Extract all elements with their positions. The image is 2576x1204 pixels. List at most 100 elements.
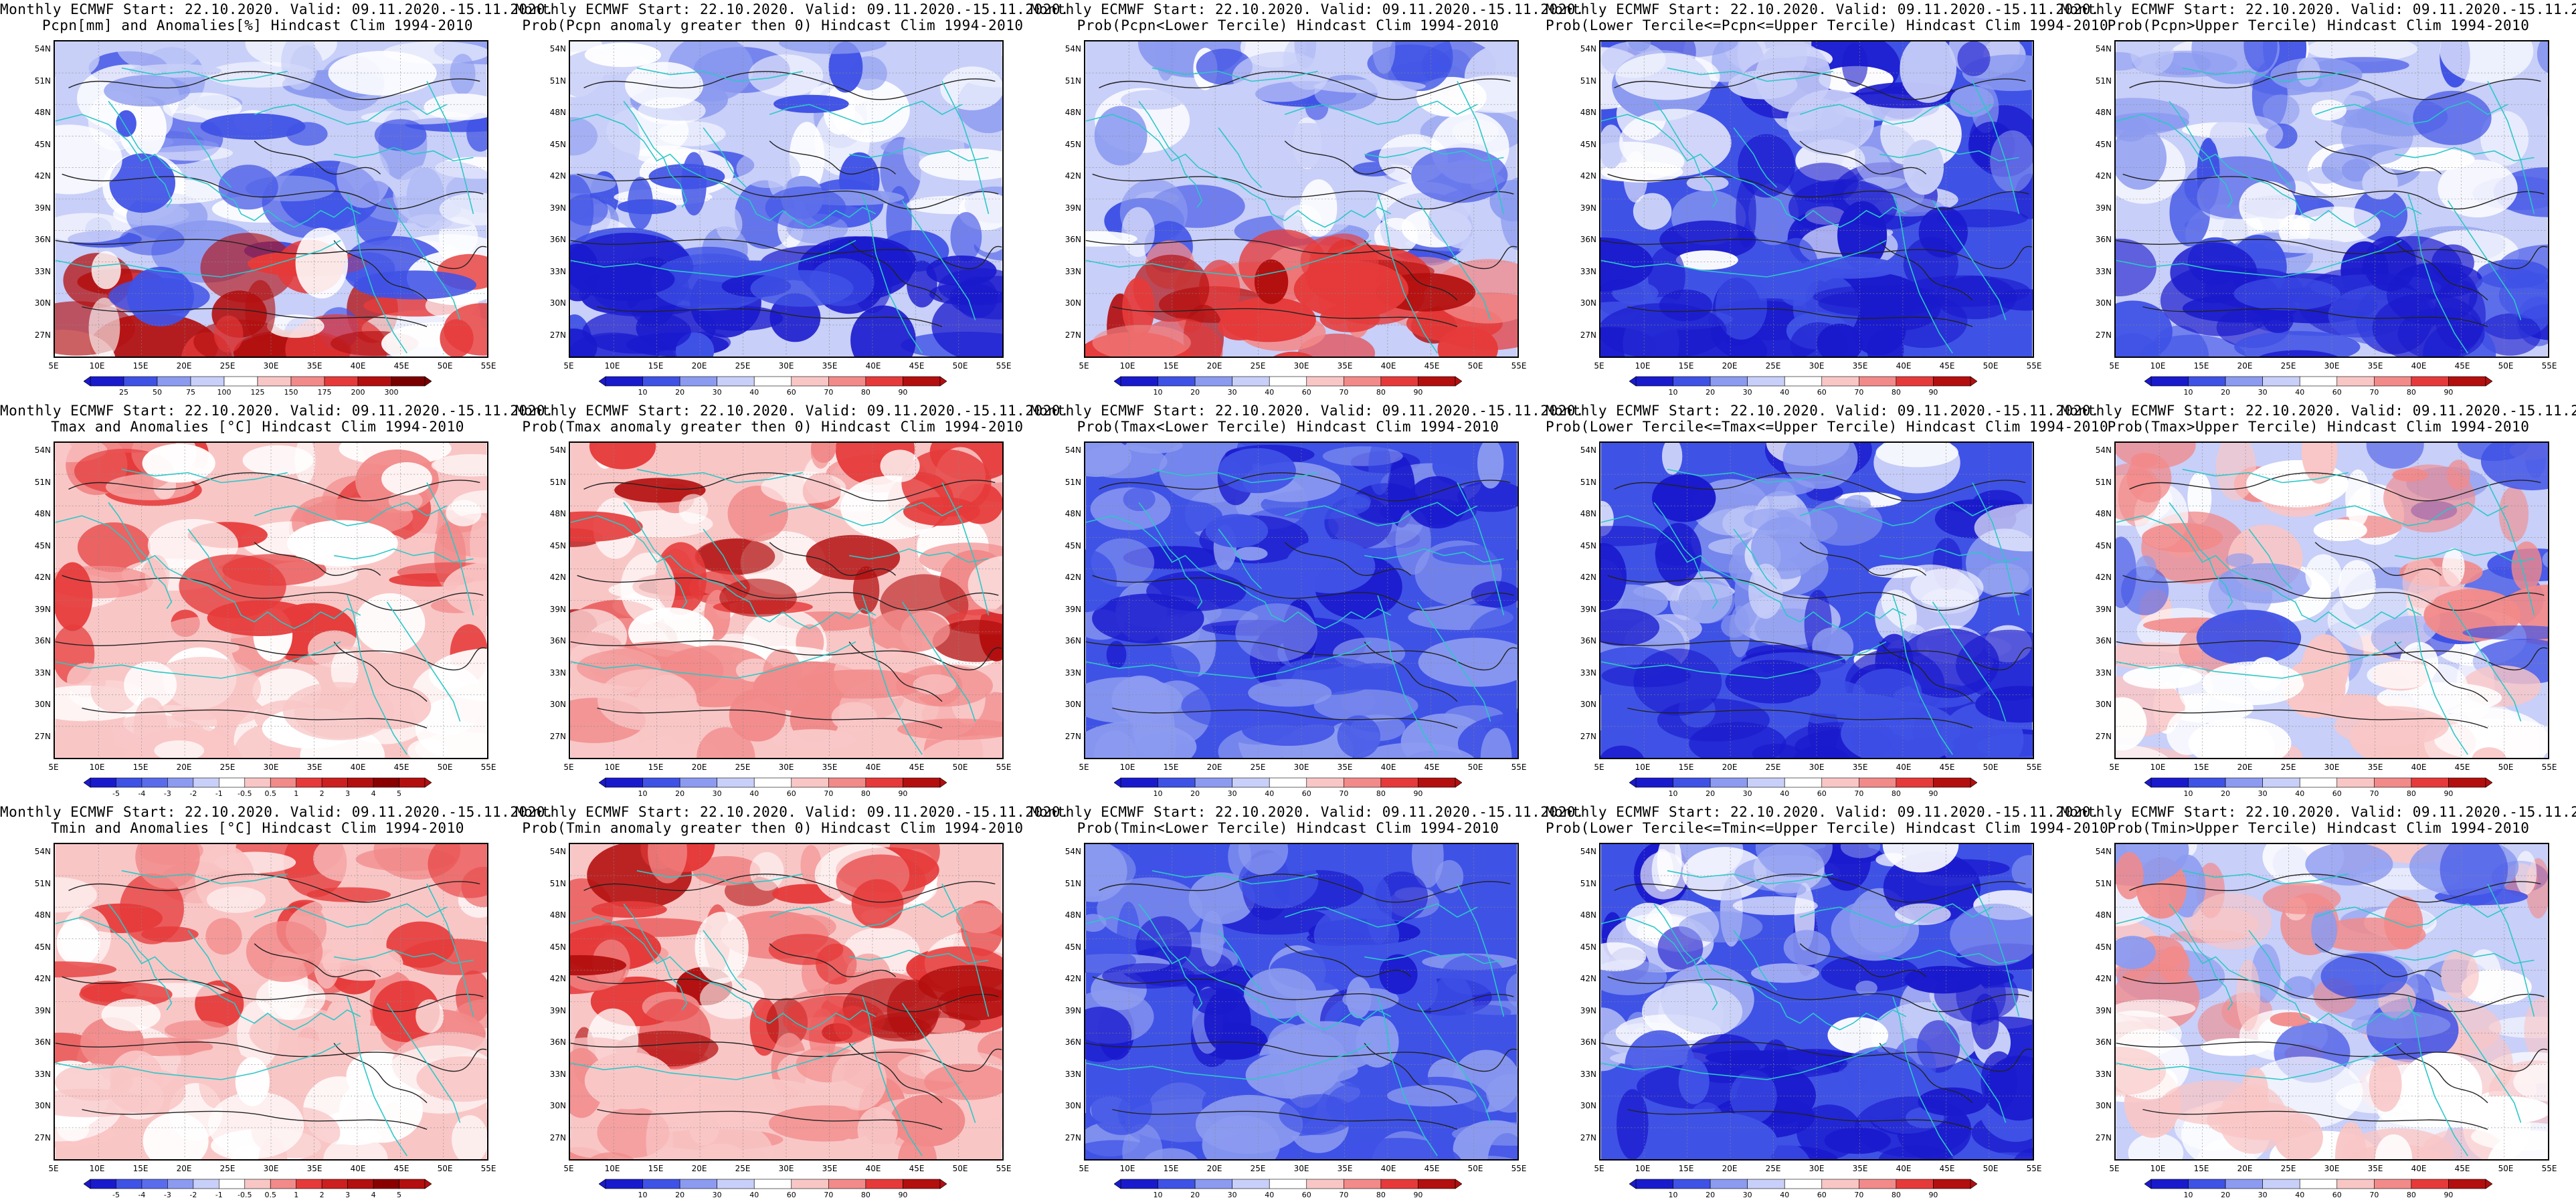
lat-tick-label: 39N — [2095, 1005, 2112, 1015]
field-blob — [1678, 911, 1763, 942]
field-blob — [940, 66, 1002, 110]
contour-line — [1112, 1108, 1458, 1130]
contour-line — [2129, 472, 2541, 502]
field-blob — [628, 177, 653, 230]
lat-tick-label: 39N — [34, 604, 51, 614]
colorbar-swatch — [865, 376, 903, 387]
lon-tick-label: 50E — [1983, 361, 1999, 371]
contour-line — [583, 874, 996, 903]
colorbar-tick-label: 80 — [1891, 789, 1901, 798]
field-blob — [890, 1094, 965, 1147]
lon-tick-label: 20E — [1206, 1164, 1222, 1173]
field-blob — [787, 914, 836, 939]
colorbar-tick-label: 80 — [1891, 388, 1901, 397]
lon-tick-label: 30E — [1293, 763, 1309, 772]
contour-line — [1799, 140, 1927, 175]
coastline — [2116, 641, 2402, 679]
contour-line — [2314, 140, 2442, 175]
field-blob — [116, 110, 136, 137]
colorbar-tick-label: 40 — [749, 789, 759, 798]
field-blob — [2243, 41, 2278, 72]
coastline — [2487, 482, 2535, 616]
field-blob — [2116, 1046, 2167, 1096]
colorbar-tick-label: -4 — [138, 1191, 146, 1199]
field-blob — [77, 522, 151, 573]
contour-line — [1879, 1043, 1973, 1104]
lon-tick-label: 5E — [2109, 1164, 2120, 1173]
field-blob — [1374, 217, 1418, 254]
field-blob — [470, 514, 487, 575]
lon-tick-label: 45E — [1939, 1164, 1955, 1173]
panel-title: Monthly ECMWF Start: 22.10.2020. Valid: … — [2061, 804, 2576, 836]
lat-tick-label: 51N — [2095, 477, 2112, 487]
field-blob — [2187, 472, 2212, 524]
field-blob — [2537, 41, 2548, 74]
panel-title-line1: Monthly ECMWF Start: 22.10.2020. Valid: … — [0, 804, 555, 820]
lon-tick-label: 30E — [2324, 1164, 2340, 1173]
contour-line — [2314, 542, 2442, 577]
lon-tick-label: 30E — [1809, 361, 1825, 371]
coastline — [254, 502, 448, 526]
field-blob — [1411, 147, 1508, 203]
panel-title-line2: Prob(Lower Tercile<=Tmin<=Upper Tercile)… — [1546, 820, 2109, 836]
field-blob — [749, 851, 784, 891]
lat-tick-label: 42N — [1065, 171, 1081, 181]
contour-line — [1799, 542, 1927, 577]
coastline — [1085, 239, 1372, 278]
coastline — [570, 916, 877, 1031]
coastline — [334, 548, 474, 563]
field-blob — [1218, 312, 1261, 340]
colorbar-swatch — [2374, 777, 2412, 788]
panel-title-line2: Tmax and Anomalies [°C] Hindcast Clim 19… — [51, 419, 464, 435]
lat-tick-label: 48N — [34, 509, 51, 518]
panel-title: Monthly ECMWF Start: 22.10.2020. Valid: … — [1030, 403, 1584, 435]
field-blob — [570, 194, 608, 226]
contour-line — [2394, 1043, 2488, 1104]
coastline — [1138, 903, 1203, 1011]
coastline — [108, 100, 173, 208]
field-blob — [200, 233, 296, 303]
panel-title-line2: Prob(Pcpn>Upper Tercile) Hindcast Clim 1… — [2107, 17, 2530, 33]
coastline — [347, 996, 407, 1157]
lat-tick-label: 45N — [1580, 139, 1596, 149]
contour-line — [254, 140, 381, 175]
colorbar-swatch — [2225, 777, 2263, 788]
lon-tick-label: 15E — [648, 361, 664, 371]
field-blob — [857, 1107, 898, 1154]
lat-tick-label: 33N — [1580, 668, 1596, 678]
coastline — [2395, 146, 2535, 162]
coastline — [1364, 146, 1504, 162]
field-blob — [1950, 903, 2033, 966]
lon-tick-label: 20E — [1206, 361, 1222, 371]
contour-line — [82, 306, 428, 328]
contour-line — [769, 140, 897, 175]
colorbar-tick-label: 80 — [1376, 388, 1386, 397]
field-blob — [1346, 494, 1372, 509]
field-blob — [2135, 555, 2156, 580]
field-blob — [1678, 578, 1735, 624]
colorbar-tick-label: 90 — [1413, 388, 1423, 397]
colorbar-tick-label: -0.5 — [238, 789, 252, 798]
colorbar-tick-label: 60 — [1301, 1191, 1311, 1199]
lon-tick-label: 10E — [1119, 763, 1135, 772]
field-blob — [1458, 1155, 1514, 1159]
contour-line — [1614, 71, 2026, 100]
colorbar-tick-label: 40 — [2295, 388, 2305, 397]
colorbar-swatch — [2448, 376, 2486, 387]
colorbar-tick-label: 90 — [898, 388, 908, 397]
colorbar-swatch — [753, 376, 792, 387]
colorbar-tick-label: 70 — [1854, 388, 1864, 397]
lat-tick-label: 33N — [1065, 1069, 1081, 1079]
lat-tick-label: 27N — [2095, 731, 2112, 741]
field-blob — [439, 193, 487, 226]
coastline — [570, 1042, 856, 1080]
coastline — [2248, 127, 2293, 188]
lon-tick-label: 40E — [865, 1164, 881, 1173]
colorbar-swatch — [1344, 1179, 1382, 1189]
contour-line — [2314, 943, 2442, 978]
contour-line — [2129, 874, 2541, 903]
panel-title-line1: Monthly ECMWF Start: 22.10.2020. Valid: … — [515, 804, 1070, 820]
colorbar-tick-label: 60 — [1301, 789, 1311, 798]
field-blob — [424, 93, 487, 120]
coastline — [1218, 930, 1263, 991]
